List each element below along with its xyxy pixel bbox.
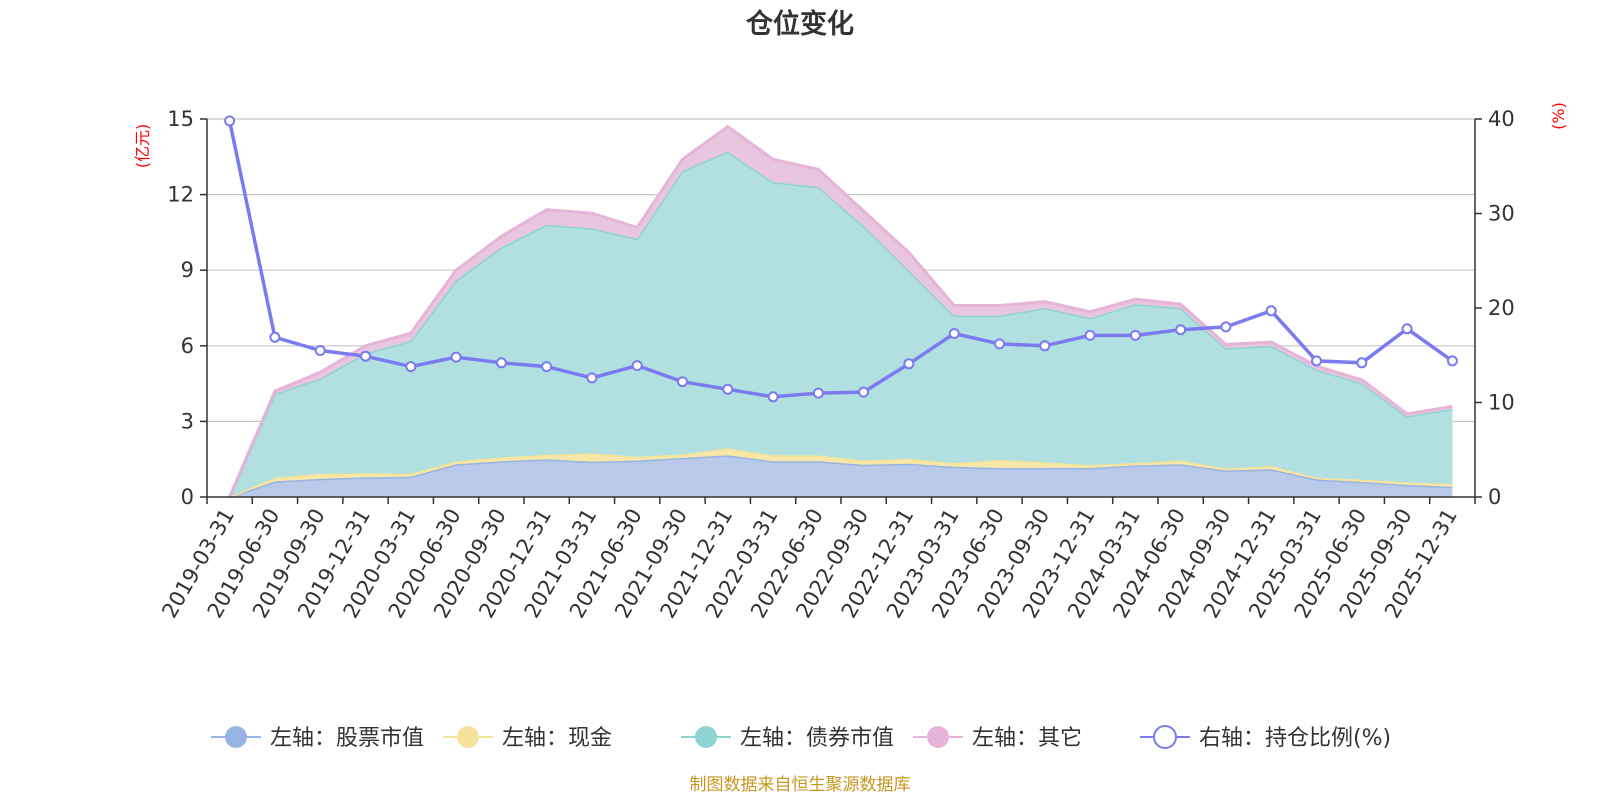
ratio-point[interactable] xyxy=(767,391,779,403)
right-axis-tick-label: 30 xyxy=(1488,202,1515,226)
legend-marker xyxy=(457,726,479,748)
left-axis-tick-label: 12 xyxy=(167,183,194,207)
ratio-point[interactable] xyxy=(269,331,281,343)
ratio-point[interactable] xyxy=(1401,323,1413,335)
axes xyxy=(206,119,1476,504)
ratio-point[interactable] xyxy=(586,372,598,384)
left-axis-tick-label: 9 xyxy=(181,258,194,282)
legend-marker xyxy=(695,726,717,748)
ratio-point[interactable] xyxy=(360,350,371,362)
data-source-footer: 制图数据来自恒生聚源数据库 xyxy=(690,775,911,795)
legend-marker xyxy=(927,726,949,748)
ratio-point[interactable] xyxy=(1446,355,1458,367)
ratio-point[interactable] xyxy=(1220,321,1232,333)
area-series-3 xyxy=(229,151,1453,498)
legend-item-4[interactable]: 左轴：其它 xyxy=(913,726,1082,751)
ratio-point[interactable] xyxy=(948,328,960,339)
ratio-point[interactable] xyxy=(314,345,326,356)
area-series-4-edge xyxy=(228,124,1453,498)
legend-marker xyxy=(1153,725,1177,749)
left-axis-tick-label: 3 xyxy=(181,409,194,433)
right-axis-tick-label: 40 xyxy=(1488,107,1515,131)
ratio-point[interactable] xyxy=(1356,357,1368,369)
ratio-point[interactable] xyxy=(405,361,417,373)
ratio-point[interactable] xyxy=(224,115,236,127)
left-axis-tick-label: 15 xyxy=(167,107,194,131)
ratio-point[interactable] xyxy=(812,387,824,399)
left-axis-tick-label: 6 xyxy=(181,334,194,358)
ratio-point[interactable] xyxy=(994,338,1005,350)
ratio-point[interactable] xyxy=(495,357,507,369)
ratio-point[interactable] xyxy=(450,351,462,363)
left-axis-unit: (亿元) xyxy=(133,124,152,169)
ratio-point[interactable] xyxy=(722,383,734,395)
legend-item-5[interactable]: 右轴：持仓比例(%) xyxy=(1140,725,1391,751)
chart-title: 仓位变化 xyxy=(745,8,854,40)
area-series-4 xyxy=(229,126,1453,497)
legend-item-1[interactable]: 左轴：股票市值 xyxy=(211,726,424,751)
stacked-areas xyxy=(228,124,1453,499)
right-axis-unit: (%) xyxy=(1549,102,1568,130)
right-axis-tick-label: 10 xyxy=(1488,391,1515,415)
ratio-point[interactable] xyxy=(631,360,643,372)
legend-label: 左轴：现金 xyxy=(502,726,612,751)
ratio-point[interactable] xyxy=(858,386,870,398)
right-axis-tick-label: 0 xyxy=(1488,485,1501,509)
ratio-point[interactable] xyxy=(1311,355,1322,367)
ratio-point[interactable] xyxy=(1175,324,1187,336)
legend-label: 右轴：持仓比例(%) xyxy=(1199,726,1391,751)
legend-marker xyxy=(225,726,247,748)
legend-label: 左轴：债券市值 xyxy=(740,726,894,751)
left-axis-tick-labels: 0 3 6 9 12 15 xyxy=(167,107,207,509)
x-axis-tick-labels: 2019-03-312019-06-302019-09-302019-12-31… xyxy=(157,504,1462,622)
ratio-point[interactable] xyxy=(1084,329,1096,341)
ratio-point[interactable] xyxy=(541,361,553,373)
ratio-point[interactable] xyxy=(1129,329,1141,341)
legend-item-3[interactable]: 左轴：债券市值 xyxy=(681,726,894,751)
ratio-point[interactable] xyxy=(1039,340,1051,352)
ratio-line-path xyxy=(227,120,1454,399)
ratio-point[interactable] xyxy=(903,358,915,370)
legend[interactable]: 左轴：股票市值 左轴：现金 左轴：债券市值 左轴：其它 右轴：持仓比例(%) xyxy=(211,725,1391,751)
legend-item-2[interactable]: 左轴：现金 xyxy=(443,726,612,751)
left-axis-tick-label: 0 xyxy=(181,485,194,509)
ratio-point[interactable] xyxy=(677,376,688,388)
ratio-point[interactable] xyxy=(1265,305,1277,317)
holding-ratio-line xyxy=(224,115,1458,403)
right-axis-tick-labels: 0 10 20 30 40 xyxy=(1475,107,1515,509)
area-series-2-edge xyxy=(229,446,1453,499)
legend-label: 左轴：股票市值 xyxy=(270,726,424,751)
legend-label: 左轴：其它 xyxy=(972,726,1082,751)
right-axis-tick-label: 20 xyxy=(1488,296,1515,320)
